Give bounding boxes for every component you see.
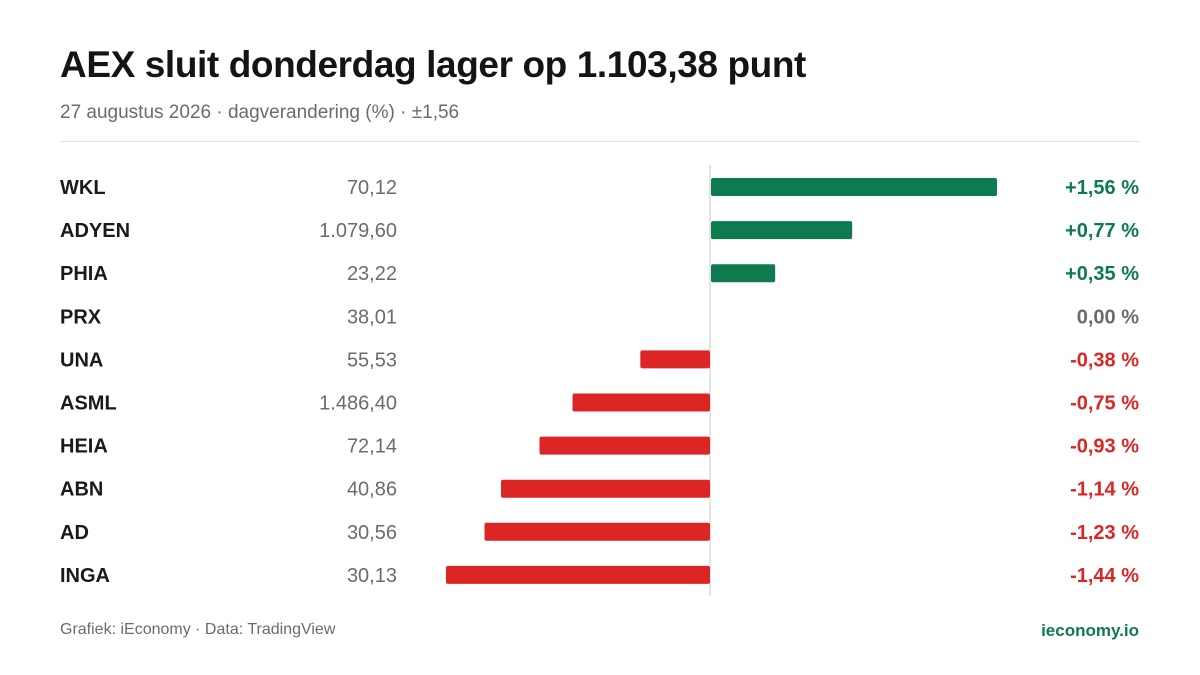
bar-phia bbox=[711, 264, 776, 283]
price-label: 30,56 bbox=[347, 522, 397, 544]
ticker-label: ADYEN bbox=[60, 220, 130, 242]
price-label: 23,22 bbox=[347, 263, 397, 285]
value-label: +0,35 % bbox=[1065, 263, 1139, 285]
chart-subtitle: 27 augustus 2026 · dagverandering (%) · … bbox=[60, 102, 460, 123]
price-label: 55,53 bbox=[347, 349, 397, 371]
source-credit: Grafiek: iEconomy · Data: TradingView bbox=[60, 621, 336, 638]
bar-wkl bbox=[711, 178, 997, 196]
price-label: 38,01 bbox=[347, 306, 397, 328]
ticker-label: PHIA bbox=[60, 263, 108, 285]
price-label: 30,13 bbox=[347, 565, 397, 587]
value-label: -0,38 % bbox=[1070, 349, 1139, 371]
bar-abn bbox=[501, 479, 710, 498]
ticker-label: AD bbox=[60, 522, 89, 544]
bar-inga bbox=[446, 565, 710, 584]
header-divider bbox=[60, 141, 1140, 142]
value-label: -1,44 % bbox=[1070, 565, 1139, 587]
price-label: 1.486,40 bbox=[319, 393, 397, 415]
ticker-label: UNA bbox=[60, 349, 103, 371]
value-label: 0,00 % bbox=[1077, 306, 1139, 328]
ticker-label: PRX bbox=[60, 306, 102, 328]
bar-ad bbox=[484, 522, 710, 541]
value-label: -0,93 % bbox=[1070, 436, 1139, 458]
bar-asml bbox=[572, 393, 710, 412]
value-label: -0,75 % bbox=[1070, 393, 1139, 415]
value-label: -1,14 % bbox=[1070, 479, 1139, 501]
price-label: 72,14 bbox=[347, 436, 397, 458]
brand-link[interactable]: ieconomy.io bbox=[1041, 621, 1139, 640]
chart-title: AEX sluit donderdag lager op 1.103,38 pu… bbox=[60, 44, 806, 85]
ticker-label: HEIA bbox=[60, 436, 108, 458]
bar-chart: WKL 70,12 +1,56 % ADYEN 1.079,60 +0,77 % PHIA 2… bbox=[60, 165, 1139, 596]
price-label: 40,86 bbox=[347, 479, 397, 501]
value-label: -1,23 % bbox=[1070, 522, 1139, 544]
price-label: 70,12 bbox=[347, 177, 397, 199]
bar-heia bbox=[539, 436, 710, 455]
ticker-label: ASML bbox=[60, 393, 117, 415]
ticker-label: INGA bbox=[60, 565, 110, 587]
value-label: +1,56 % bbox=[1065, 177, 1139, 199]
bar-adyen bbox=[711, 221, 853, 240]
ticker-label: ABN bbox=[60, 479, 103, 501]
value-label: +0,77 % bbox=[1065, 220, 1139, 242]
price-label: 1.079,60 bbox=[319, 220, 397, 242]
bar-una bbox=[640, 350, 710, 369]
ticker-label: WKL bbox=[60, 177, 106, 199]
